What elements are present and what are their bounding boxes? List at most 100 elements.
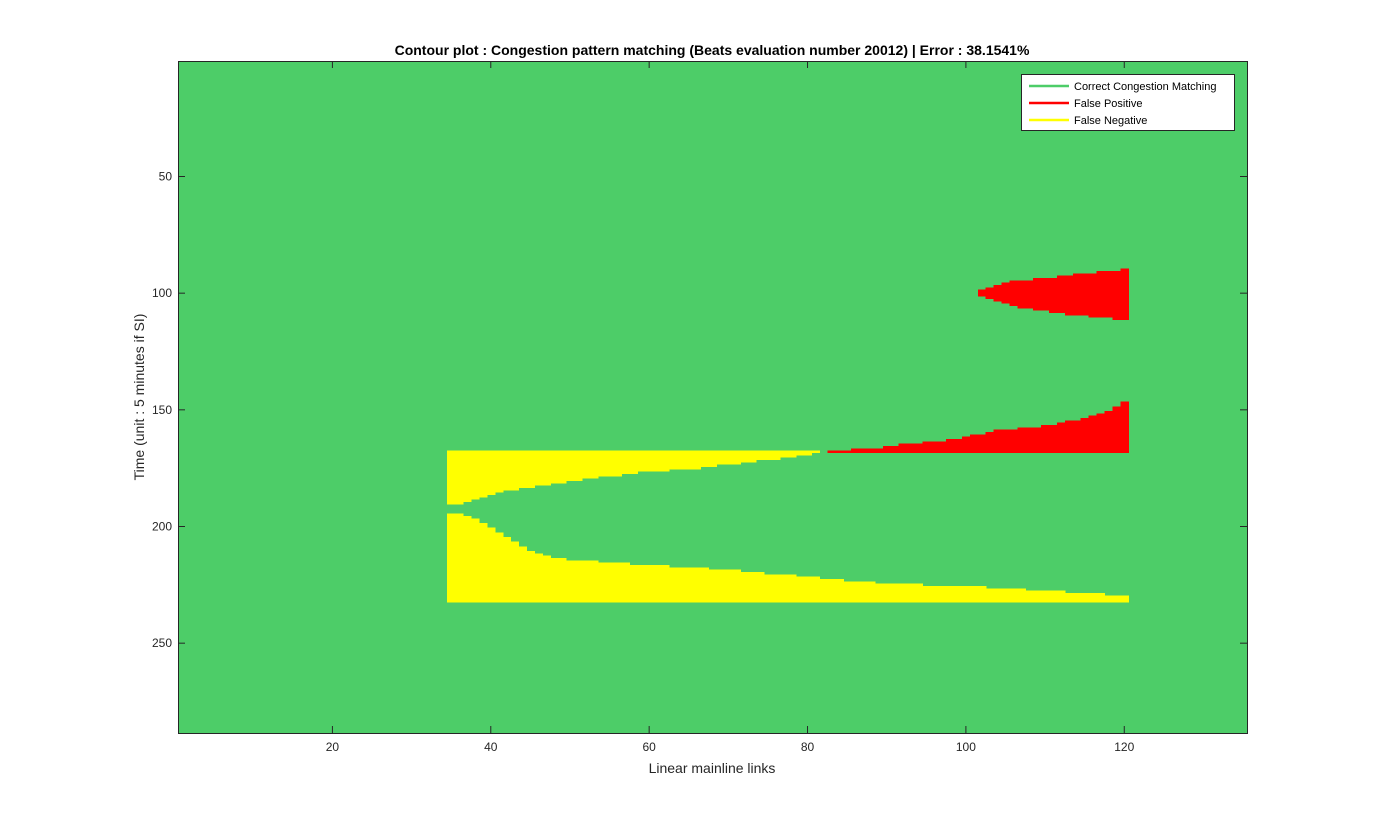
region-cell [748, 572, 757, 603]
region-cell [463, 516, 472, 603]
region-cell [573, 560, 583, 603]
region-cell [621, 450, 630, 474]
region-cell [771, 574, 781, 603]
region-cell [1049, 590, 1058, 603]
region-cell [977, 434, 987, 453]
region-cell [961, 586, 971, 603]
region-cell [1064, 275, 1074, 316]
region-cell [455, 513, 464, 603]
chart-title: Contour plot : Congestion pattern matchi… [395, 42, 1030, 58]
region-cell [645, 565, 654, 603]
x-tick-label: 20 [326, 740, 340, 754]
region-3 [447, 450, 1129, 603]
y-tick-label: 50 [159, 170, 173, 184]
regions-layer [447, 268, 1129, 603]
region-cell [653, 565, 662, 603]
region-cell [510, 450, 520, 491]
region-cell [518, 450, 528, 488]
region-cell [1033, 590, 1042, 603]
region-cell [961, 436, 971, 453]
region-cell [993, 285, 1003, 302]
region-cell [518, 546, 528, 603]
region-cell [1001, 429, 1011, 453]
region-cell [494, 532, 504, 603]
region-cell [1080, 273, 1090, 316]
region-cell [1033, 427, 1042, 453]
region-cell [478, 450, 488, 498]
region-cell [494, 450, 504, 493]
x-tick-label: 100 [956, 740, 976, 754]
region-cell [661, 565, 670, 603]
region-cell [1088, 415, 1098, 453]
region-cell [740, 450, 749, 463]
region-cell [526, 450, 535, 488]
region-cell [827, 579, 836, 603]
region-cell [732, 569, 741, 603]
region-cell [1033, 278, 1042, 311]
region-cell [1041, 278, 1050, 311]
region-cell [819, 579, 828, 603]
region-cell [510, 541, 520, 603]
region-cell [1001, 282, 1011, 304]
region-cell [1112, 271, 1121, 320]
x-tick-label: 40 [484, 740, 498, 754]
region-cell [724, 569, 733, 603]
region-cell [756, 572, 765, 603]
region-cell [914, 443, 923, 453]
region-cell [668, 567, 678, 603]
region-cell [463, 450, 472, 502]
region-cell [455, 450, 464, 505]
region-cell [954, 586, 963, 603]
region-cell [787, 450, 797, 458]
region-cell [740, 572, 749, 603]
region-cell [851, 581, 860, 603]
region-cell [771, 450, 781, 460]
region-cell [938, 586, 947, 603]
region-cell [946, 439, 955, 453]
region-cell [716, 569, 725, 603]
region-cell [597, 450, 607, 477]
region-cell [882, 583, 892, 603]
y-axis-label: Time (unit : 5 minutes if SI) [131, 314, 147, 481]
region-cell [589, 450, 599, 479]
region-cell [803, 576, 813, 603]
region-cell [874, 583, 884, 603]
region-cell [542, 555, 551, 603]
region-cell [708, 569, 718, 603]
region-cell [898, 583, 908, 603]
region-cell [977, 289, 987, 297]
region-cell [700, 567, 710, 603]
region-cell [993, 429, 1003, 453]
region-cell [486, 527, 496, 603]
region-cell [835, 450, 844, 453]
x-tick-label: 80 [801, 740, 815, 754]
region-cell [637, 565, 646, 603]
region-cell [763, 450, 773, 460]
region-cell [858, 581, 868, 603]
region-cell [558, 558, 567, 603]
region-cell [692, 567, 702, 603]
region-cell [605, 450, 615, 477]
region-cell [795, 576, 805, 603]
region-cell [550, 450, 559, 484]
region-cell [969, 434, 979, 453]
region-cell [938, 441, 947, 453]
region-cell [906, 583, 916, 603]
region-cell [1049, 278, 1058, 313]
region-cell [977, 586, 987, 603]
x-tick-label: 120 [1114, 740, 1134, 754]
region-cell [605, 562, 615, 603]
region-cell [779, 574, 789, 603]
region-cell [684, 567, 694, 603]
region-cell [1009, 429, 1018, 453]
region-cell [573, 450, 583, 481]
region-cell [1009, 588, 1018, 603]
region-cell [787, 574, 797, 603]
region-cell [668, 450, 678, 470]
region-cell [1080, 418, 1090, 453]
ticks-layer: 20 40 60 80 100 120 50 100 150 200 250 [152, 61, 1247, 754]
region-cell [1112, 406, 1121, 453]
region-cell [447, 513, 456, 603]
region-1 [977, 268, 1129, 320]
region-cell [1017, 427, 1026, 453]
